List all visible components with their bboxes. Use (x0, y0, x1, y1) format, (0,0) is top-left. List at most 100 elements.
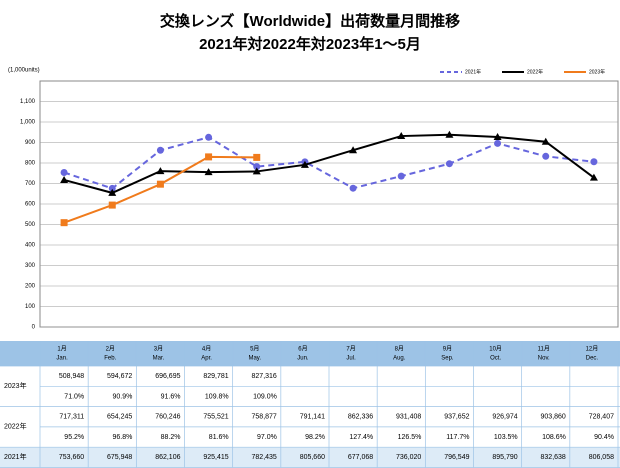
table-value: 827,316 (252, 373, 277, 380)
table-ratio: 117.7% (446, 434, 469, 441)
table-value: 791,141 (300, 414, 325, 421)
point (397, 132, 406, 140)
table-ratio: 71.0% (64, 393, 84, 400)
point (542, 152, 550, 160)
point (205, 153, 213, 161)
table-ratio: 97.0% (257, 434, 277, 441)
table-header-label: 10月 (489, 346, 502, 353)
point (108, 188, 117, 196)
table-row-label: 2022年 (4, 422, 27, 431)
series-line (63, 155, 257, 224)
table-value: 782,435 (252, 454, 277, 461)
table-header-label: 2月 (106, 346, 115, 353)
point (60, 175, 69, 183)
point (156, 167, 165, 175)
table-header-label: Nov. (538, 356, 550, 362)
table-ratio: 91.6% (161, 393, 181, 400)
table-value: 926,974 (492, 414, 517, 421)
table-header-label: 5月 (250, 346, 259, 353)
chart-subtitle: 2021年対2022年対2023年1～5月 (199, 35, 421, 53)
table-header-label: 11月 (538, 346, 550, 353)
series-line (63, 133, 595, 194)
series-line (63, 136, 595, 190)
table-value: 931,408 (396, 414, 421, 421)
point (156, 180, 164, 188)
table-header-label: Feb. (104, 356, 116, 362)
y-tick-label: 1,000 (20, 120, 36, 126)
point (204, 168, 213, 176)
point (494, 139, 502, 147)
table-ratio: 90.9% (112, 393, 132, 400)
chart-title: 交換レンズ【Worldwide】出荷数量月間推移 (160, 12, 460, 30)
y-tick-label: 1,100 (20, 99, 36, 105)
table-header-label: Mar. (153, 356, 165, 362)
y-tick-label: 100 (25, 304, 36, 310)
table-row-label: 2023年 (4, 381, 27, 390)
table-value: 832,638 (541, 454, 566, 461)
table-value: 508,948 (59, 373, 84, 380)
point (445, 130, 454, 138)
table-value: 717,311 (59, 414, 84, 421)
point (445, 160, 453, 168)
table-header-label: 3月 (154, 346, 163, 353)
table-header-label: 12月 (586, 346, 599, 353)
point (349, 184, 357, 192)
table-header-label: May. (248, 356, 261, 362)
table-value: 806,058 (589, 454, 614, 461)
point (60, 219, 68, 227)
point (300, 160, 309, 168)
table-value: 736,020 (396, 454, 421, 461)
table-ratio: 90.4% (594, 434, 614, 441)
y-tick-label: 300 (25, 263, 36, 269)
table-header (0, 341, 620, 366)
table-header-label: Jul. (346, 356, 356, 362)
table-header-label: Aug. (393, 356, 406, 362)
point (252, 167, 261, 175)
point (60, 168, 68, 176)
table-ratio: 88.2% (161, 434, 181, 441)
legend-label: 2023年 (589, 68, 605, 75)
table-ratio: 103.5% (494, 434, 518, 441)
table-value: 728,407 (589, 414, 614, 421)
table-header-label: Apr. (201, 356, 212, 362)
table-header-label: Oct. (490, 356, 501, 362)
table-ratio: 95.2% (64, 434, 84, 441)
table-value: 829,781 (203, 373, 228, 380)
table-ratio: 126.5% (398, 434, 422, 441)
y-axis-label: (1,000units) (8, 68, 40, 74)
table-header-label: Dec. (586, 356, 599, 362)
table-ratio: 109.8% (205, 393, 229, 400)
legend-label: 2021年 (465, 68, 481, 75)
y-tick-label: 500 (25, 222, 36, 228)
table-ratio: 108.6% (542, 434, 566, 441)
table-value: 755,521 (203, 414, 228, 421)
table-row-bg (0, 447, 620, 468)
table-value: 696,695 (155, 373, 180, 380)
table-ratio: 127.4% (349, 434, 373, 441)
point (205, 133, 213, 141)
table-value: 937,652 (444, 414, 469, 421)
table-value: 753,660 (59, 454, 84, 461)
table-value: 654,245 (107, 414, 132, 421)
point (253, 153, 261, 161)
y-tick-label: 600 (25, 202, 36, 208)
table-header-label: 9月 (443, 346, 452, 353)
table-value: 677,068 (348, 454, 373, 461)
table-value: 895,790 (492, 454, 517, 461)
point (493, 132, 502, 140)
point (590, 158, 598, 166)
table-header-label: Sep. (441, 356, 454, 362)
point (108, 201, 116, 209)
y-tick-label: 700 (25, 181, 36, 187)
table-value: 796,549 (444, 454, 469, 461)
point (589, 173, 598, 181)
table-header-label: Jan. (56, 356, 68, 362)
table-ratio: 81.6% (209, 434, 229, 441)
table-ratio: 96.8% (112, 434, 132, 441)
table-header-label: 8月 (395, 346, 404, 353)
point (349, 146, 358, 154)
table-value: 594,672 (107, 373, 132, 380)
table-value: 760,246 (155, 414, 180, 421)
point (253, 163, 261, 171)
